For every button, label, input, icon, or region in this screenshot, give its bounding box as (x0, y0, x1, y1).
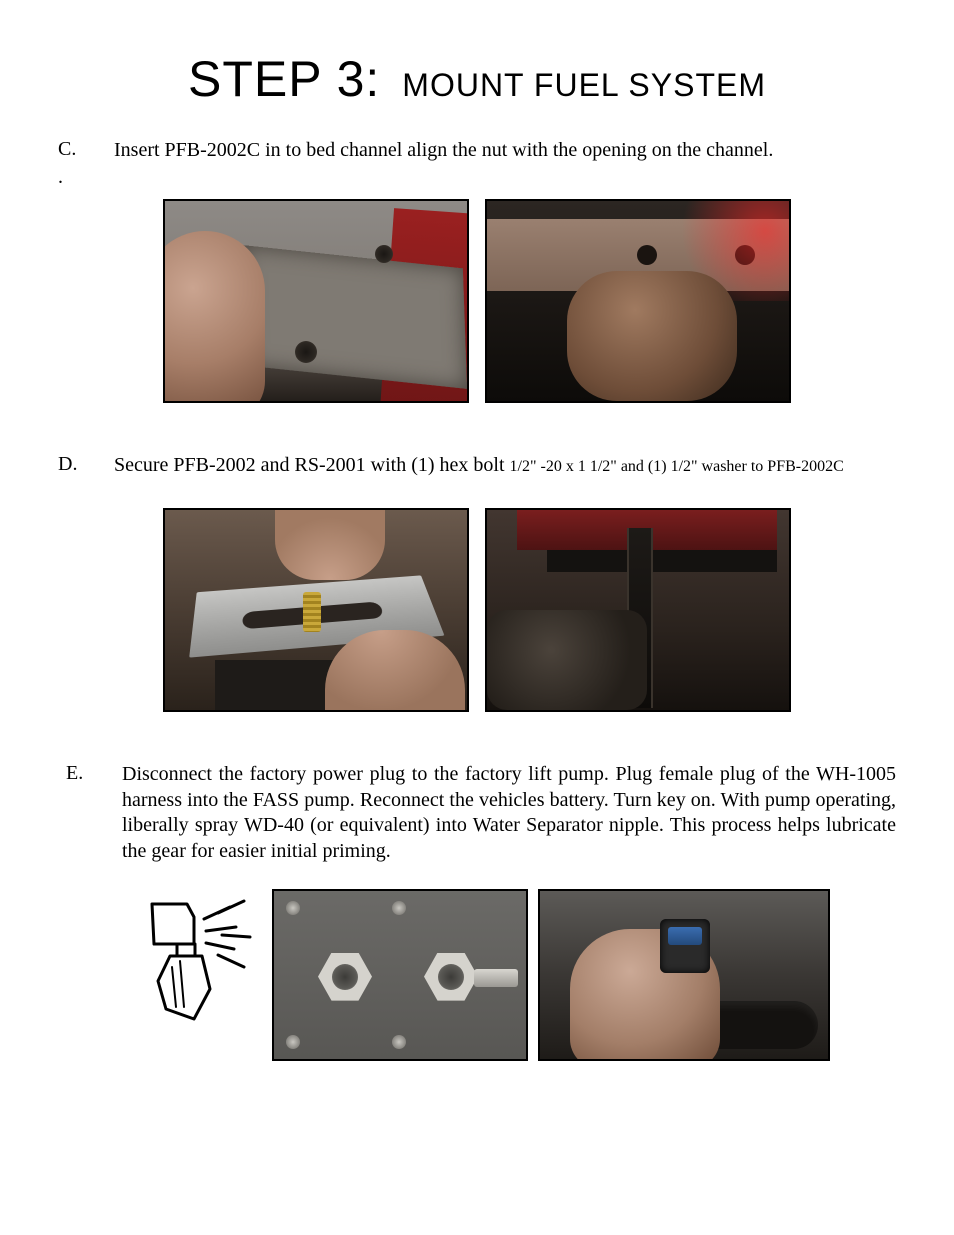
images-row-c (58, 199, 896, 403)
step-d-text: Secure PFB-2002 and RS-2001 with (1) hex… (114, 453, 844, 479)
photo-e-pump-face (272, 889, 528, 1061)
illustration-spray-hand (132, 889, 262, 1049)
page-title-wrap: STEP 3: MOUNT FUEL SYSTEM (58, 50, 896, 108)
step-e-row: E. Disconnect the factory power plug to … (66, 762, 896, 864)
photo-c2 (485, 199, 791, 403)
section-d: D. Secure PFB-2002 and RS-2001 with (1) … (58, 453, 896, 713)
images-row-d (58, 508, 896, 712)
step-d-text-main: Secure PFB-2002 and RS-2001 with (1) hex… (114, 454, 510, 476)
step-c-row: C. Insert PFB-2002C in to bed channel al… (58, 138, 896, 164)
title-step: STEP 3: (188, 51, 380, 107)
photo-d2 (485, 508, 791, 712)
document-page: STEP 3: MOUNT FUEL SYSTEM C. Insert PFB-… (0, 0, 954, 1171)
photo-c1 (163, 199, 469, 403)
images-row-e (66, 889, 896, 1061)
section-e: E. Disconnect the factory power plug to … (58, 762, 896, 1060)
spray-icon (132, 889, 262, 1049)
step-d-text-small: 1/2" -20 x 1 1/2" and (1) 1/2" washer to… (510, 458, 844, 475)
section-c: C. Insert PFB-2002C in to bed channel al… (58, 138, 896, 403)
title-rest: MOUNT FUEL SYSTEM (402, 67, 766, 103)
step-e-letter: E. (66, 762, 122, 785)
photo-d1 (163, 508, 469, 712)
step-c-text: Insert PFB-2002C in to bed channel align… (114, 138, 773, 164)
photo-e-plug (538, 889, 830, 1061)
step-e-text: Disconnect the factory power plug to the… (122, 762, 896, 864)
step-d-row: D. Secure PFB-2002 and RS-2001 with (1) … (58, 453, 896, 479)
step-d-letter: D. (58, 453, 114, 476)
step-c-letter: C. (58, 138, 114, 161)
stray-period: . (58, 166, 896, 189)
